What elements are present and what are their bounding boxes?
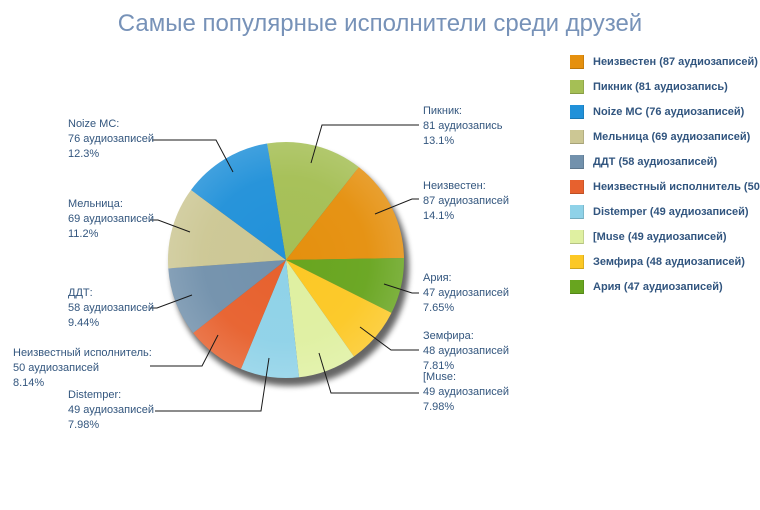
slice-label-line: 47 аудиозаписей <box>423 287 510 299</box>
leader-line-ддт <box>150 294 193 309</box>
slice-label-line: 49 аудиозаписей <box>68 404 155 416</box>
legend-item-label: Distemper (49 аудиозаписей) <box>593 205 749 218</box>
slice-label-line: 7.98% <box>423 401 455 413</box>
legend-item-distemper[interactable]: Distemper (49 аудиозаписей) <box>570 199 749 224</box>
slice-label-пикник: Пикник: 81 аудиозапись 13.1% <box>423 104 502 149</box>
legend-item-label: Земфира (48 аудиозаписей) <box>593 255 745 268</box>
legend-color-swatch <box>570 179 584 194</box>
slice-label-line: 87 аудиозаписей <box>423 195 510 207</box>
leader-line-пикник <box>310 124 419 164</box>
legend-item-label: ДДТ (58 аудиозаписей) <box>593 155 718 168</box>
legend-color-swatch <box>570 104 584 119</box>
legend-item-label: Пикник (81 аудиозапись) <box>593 80 728 93</box>
slice-label-line: ДДТ: <box>68 287 93 299</box>
legend-item-muse[interactable]: [Muse (49 аудиозаписей) <box>570 224 727 249</box>
slice-label-line: 58 аудиозаписей <box>68 302 155 314</box>
slice-label-line: 7.65% <box>423 302 455 314</box>
slice-label-muse: [Muse: 49 аудиозаписей 7.98% <box>423 370 509 415</box>
slice-label-line: 49 аудиозаписей <box>423 386 510 398</box>
slice-label-line: 69 аудиозаписей <box>68 213 155 225</box>
legend-color-swatch <box>570 129 584 144</box>
slice-label-line: 50 аудиозаписей <box>13 362 100 374</box>
slice-label-line: 76 аудиозаписей <box>68 133 155 145</box>
legend-item-неизвестный-исполнитель[interactable]: Неизвестный исполнитель (50 аудиозаписей… <box>570 174 760 199</box>
slice-label-line: 7.81% <box>423 360 455 372</box>
slice-label-line: 7.98% <box>68 419 100 431</box>
slice-label-line: Distemper: <box>68 389 122 401</box>
legend-item-ддт[interactable]: ДДТ (58 аудиозаписей) <box>570 149 717 174</box>
slice-label-line: Земфира: <box>423 330 474 342</box>
leader-line-noize-mc <box>152 139 234 173</box>
leader-line-земфира <box>359 326 419 351</box>
leader-line-неизвестен <box>374 198 419 215</box>
legend-color-swatch <box>570 79 584 94</box>
legend-item-пикник[interactable]: Пикник (81 аудиозапись) <box>570 74 728 99</box>
legend-color-swatch <box>570 279 584 294</box>
legend-item-label: Неизвестный исполнитель (50 аудиозаписей… <box>593 180 760 193</box>
slice-label-line: 8.14% <box>13 377 45 389</box>
legend-item-noize-mc[interactable]: Noize MC (76 аудиозаписей) <box>570 99 744 124</box>
legend-color-swatch <box>570 54 584 69</box>
slice-label-distemper: Distemper: 49 аудиозаписей 7.98% <box>68 388 154 433</box>
chart-title: Самые популярные исполнители среди друзе… <box>117 10 643 37</box>
legend-color-swatch <box>570 254 584 269</box>
slice-label-мельница: Мельница: 69 аудиозаписей 11.2% <box>68 197 154 242</box>
legend-color-swatch <box>570 204 584 219</box>
legend-item-ария[interactable]: Ария (47 аудиозаписей) <box>570 274 723 299</box>
leader-line-muse <box>318 352 419 394</box>
slice-label-noize-mc: Noize MC: 76 аудиозаписей 12.3% <box>68 117 154 162</box>
leader-line-неизвестный-исполнитель <box>150 334 219 367</box>
slice-label-line: Неизвестен: <box>423 180 486 192</box>
legend-item-label: Ария (47 аудиозаписей) <box>593 280 723 293</box>
leader-line-мельница <box>150 219 191 233</box>
slice-label-line: Ария: <box>423 272 452 284</box>
slice-label-line: Noize MC: <box>68 118 120 130</box>
legend-item-label: Неизвестен (87 аудиозаписей) <box>593 55 758 68</box>
slice-label-line: Пикник: <box>423 105 462 117</box>
leader-line-distemper <box>155 357 270 412</box>
slice-label-line: 81 аудиозапись <box>423 120 503 132</box>
slice-label-line: 12.3% <box>68 148 100 160</box>
legend-color-swatch <box>570 154 584 169</box>
legend-item-неизвестен[interactable]: Неизвестен (87 аудиозаписей) <box>570 49 758 74</box>
legend-item-label: [Muse (49 аудиозаписей) <box>593 230 727 243</box>
slice-label-line: [Muse: <box>423 371 457 383</box>
slice-label-line: 48 аудиозаписей <box>423 345 510 357</box>
slice-label-line: Неизвестный исполнитель: <box>13 347 152 359</box>
slice-label-ддт: ДДТ: 58 аудиозаписей 9.44% <box>68 286 154 331</box>
legend-color-swatch <box>570 229 584 244</box>
legend-item-мельница[interactable]: Мельница (69 аудиозаписей) <box>570 124 750 149</box>
slice-label-line: 14.1% <box>423 210 455 222</box>
leader-line-ария <box>383 283 419 294</box>
slice-label-line: Мельница: <box>68 198 123 210</box>
slice-label-line: 13.1% <box>423 135 455 147</box>
legend-item-label: Мельница (69 аудиозаписей) <box>593 130 751 143</box>
slice-label-неизвестный-исполнитель: Неизвестный исполнитель: 50 аудиозаписей 8… <box>13 346 152 391</box>
slice-label-земфира: Земфира: 48 аудиозаписей 7.81% <box>423 329 509 374</box>
slice-label-line: 9.44% <box>68 317 100 329</box>
legend-item-label: Noize MC (76 аудиозаписей) <box>593 105 745 118</box>
slice-label-line: 11.2% <box>68 228 99 240</box>
legend-item-земфира[interactable]: Земфира (48 аудиозаписей) <box>570 249 745 274</box>
slice-label-ария: Ария: 47 аудиозаписей 7.65% <box>423 271 509 316</box>
slice-label-неизвестен: Неизвестен: 87 аудиозаписей 14.1% <box>423 179 509 224</box>
